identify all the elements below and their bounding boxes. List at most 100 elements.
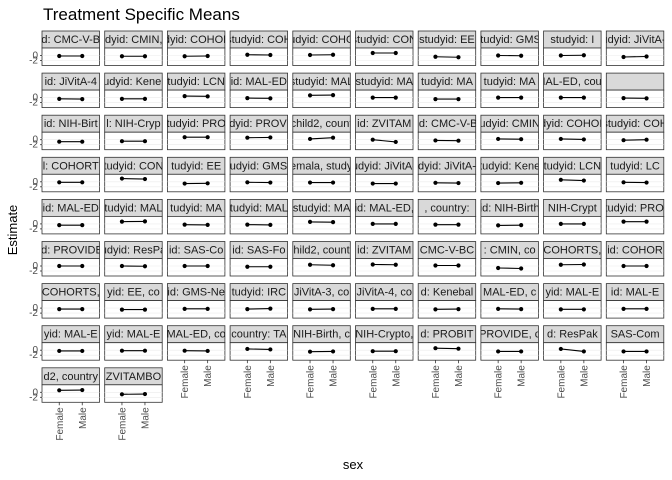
data-point-female — [496, 306, 501, 311]
data-point-male — [330, 307, 336, 312]
data-point-male — [80, 263, 85, 269]
facet-strip-label: studyid: MA — [356, 76, 414, 88]
facet-panel: tudyid: Kene — [480, 156, 539, 193]
series-line — [623, 55, 647, 58]
x-tick-label: Male — [78, 407, 89, 429]
facet-panel: PROVIDE, c Female Male — [479, 325, 541, 399]
data-point-male — [142, 176, 148, 182]
data-point-female — [57, 180, 62, 185]
data-point-female — [307, 93, 313, 98]
data-point-female — [621, 96, 626, 101]
data-point-female — [370, 137, 375, 142]
facet-strip-label: id: SAS-Co — [169, 245, 223, 257]
series-line — [310, 264, 334, 266]
facet-panel: id: NIH-Birt 0-2 — [29, 114, 100, 151]
x-tick-label: Male — [329, 365, 340, 387]
data-point-female — [245, 96, 250, 101]
facet-panel: tudyid: PROVID — [229, 114, 289, 151]
data-point-female — [621, 349, 626, 354]
data-point-female — [245, 222, 250, 227]
data-point-male — [456, 138, 461, 143]
data-point-male — [268, 264, 273, 269]
panel-background — [355, 89, 414, 108]
series-line — [121, 178, 145, 180]
data-point-female — [57, 307, 62, 312]
data-point-male — [268, 52, 273, 58]
data-point-female — [496, 53, 501, 58]
data-point-male — [80, 139, 85, 144]
data-point-male — [268, 306, 273, 311]
facet-panel: tudyid: MA — [480, 72, 539, 108]
facet-strip-label: PROVIDE, c — [479, 329, 541, 341]
facet-strip-label: JiVitA-4, co — [357, 287, 412, 299]
facet-panel: NIH-Crypto, Female Male — [355, 325, 414, 399]
data-point-male — [644, 54, 649, 59]
panel-background — [104, 258, 163, 277]
data-point-male — [80, 97, 85, 102]
facet-panel: tudyid: MA — [166, 198, 226, 235]
data-point-female — [370, 221, 375, 226]
data-point-female — [307, 219, 313, 224]
x-tick-label: Female — [368, 365, 379, 399]
panel-background — [543, 173, 602, 193]
data-point-female — [119, 307, 125, 312]
facet-strip-label: studyid: CON — [352, 34, 417, 46]
data-point-male — [644, 219, 649, 224]
y-tick-label: 0 — [32, 345, 38, 356]
data-point-male — [205, 306, 210, 311]
facet-panel: d2, country 0-2 Female Male — [29, 367, 100, 441]
data-point-female — [119, 54, 125, 59]
y-tick-label: 0 — [32, 303, 38, 314]
facet-panel: studyid: MA — [355, 72, 414, 108]
facet-strip-label: NIH-Crypt — [548, 202, 597, 214]
facet-panel: ZVITAMBO Female Male — [104, 367, 163, 441]
data-point-male — [80, 180, 85, 185]
x-tick-label: Male — [391, 365, 402, 387]
data-point-male — [268, 180, 273, 185]
facet-panel: : CMIN, co — [480, 241, 539, 277]
facet-strip-label: NIH-Crypto, — [355, 329, 413, 341]
facet-strip-label: d: ResPak — [547, 329, 598, 341]
facet-panel: id: ZVITAM — [355, 241, 414, 277]
panel-background — [480, 89, 539, 108]
data-point-male — [519, 307, 524, 312]
data-point-female — [119, 348, 125, 353]
facet-panel: studyid: COHOR — [292, 30, 351, 66]
facet-panel: tudyid: MAL — [229, 198, 289, 235]
data-point-female — [57, 388, 62, 393]
data-point-male — [456, 55, 461, 60]
panel-background — [41, 258, 100, 277]
series-line — [623, 139, 647, 141]
panel-background — [605, 89, 665, 108]
panel-background — [543, 258, 602, 277]
data-point-male — [581, 178, 586, 183]
facet-strip-label: id: JiVitA-4 — [45, 76, 97, 88]
data-point-male — [205, 222, 210, 227]
data-point-male — [393, 306, 398, 311]
series-line — [310, 137, 334, 140]
facet-panel: id: MAL-ED 0-2 — [29, 198, 100, 235]
facet-strip-label: yid: MAL-E — [107, 329, 161, 341]
facet-panel: studyid: GMS- — [480, 30, 539, 66]
facet-panel: country: TA Female Male — [229, 325, 289, 399]
data-point-male — [581, 221, 586, 226]
panel-background — [166, 47, 226, 66]
data-point-female — [57, 96, 62, 101]
panel-background — [480, 47, 539, 66]
panel-background — [605, 215, 665, 235]
data-point-male — [205, 181, 210, 186]
data-point-female — [119, 176, 125, 181]
facet-panel: tudyid: MA — [417, 72, 477, 108]
facet-panel: studyid: MA — [292, 198, 351, 235]
panel-background — [41, 173, 100, 193]
data-point-male — [80, 307, 85, 312]
facet-panel: COHORTS, 0-2 — [29, 283, 100, 319]
facet-panel: tudyid: CMIN, — [480, 114, 539, 151]
series-line — [435, 347, 459, 350]
facet-strip-label: ZVITAMBO — [106, 371, 162, 383]
facet-panel: tudyid: JiVitA-3 — [605, 30, 665, 66]
facet-panel: tudyid: GMS- — [229, 156, 289, 193]
data-point-female — [370, 306, 375, 311]
data-point-male — [205, 263, 210, 269]
